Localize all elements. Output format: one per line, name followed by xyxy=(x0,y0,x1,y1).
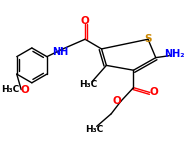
Text: NH₂: NH₂ xyxy=(164,49,184,59)
Text: H₃C: H₃C xyxy=(1,85,20,94)
Text: H₃C: H₃C xyxy=(79,80,97,89)
Text: H₃C: H₃C xyxy=(85,125,103,134)
Text: O: O xyxy=(149,87,158,97)
Text: O: O xyxy=(81,16,89,26)
Text: O: O xyxy=(21,85,29,95)
Text: NH: NH xyxy=(52,47,68,57)
Text: S: S xyxy=(144,34,152,44)
Text: O: O xyxy=(113,96,121,106)
